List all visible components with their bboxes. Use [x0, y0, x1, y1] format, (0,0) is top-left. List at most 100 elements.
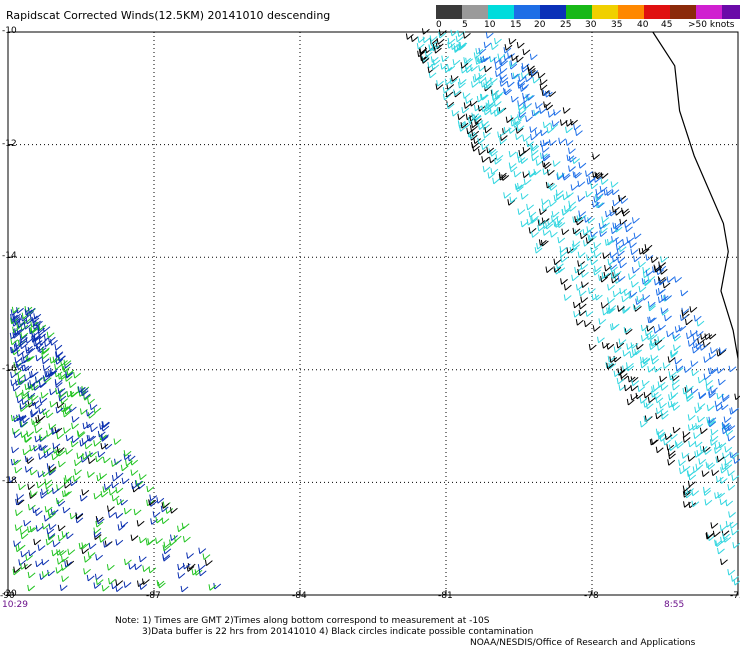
wind-barb: [515, 133, 523, 141]
wind-barb: [586, 178, 595, 185]
wind-barb: [43, 376, 52, 384]
wind-barb: [600, 178, 609, 185]
wind-barb: [182, 562, 191, 570]
wind-barb: [611, 206, 620, 213]
wind-barb: [694, 406, 703, 414]
wind-barb: [15, 498, 23, 506]
wind-barb: [149, 494, 158, 501]
wind-barb: [63, 427, 71, 434]
wind-barb: [204, 559, 213, 567]
wind-barb: [20, 315, 29, 322]
wind-barb: [588, 343, 597, 351]
wind-barb: [138, 555, 147, 563]
wind-barb: [668, 452, 676, 460]
wind-barb: [571, 274, 580, 282]
wind-barb: [708, 391, 716, 399]
wind-barb: [670, 391, 679, 399]
wind-barb: [568, 147, 576, 155]
wind-barb: [721, 427, 730, 435]
wind-barb: [62, 506, 71, 514]
wind-barb: [12, 326, 20, 334]
wind-barb: [716, 367, 725, 374]
wind-barb: [497, 53, 506, 61]
lat-label: -20: [2, 589, 17, 599]
wind-barb: [93, 527, 102, 534]
wind-barb: [610, 181, 619, 188]
wind-barb: [612, 199, 621, 207]
wind-barb: [57, 373, 66, 380]
wind-barb: [667, 401, 676, 408]
wind-barb: [630, 281, 639, 288]
wind-barb: [160, 505, 169, 513]
wind-barb: [12, 568, 21, 576]
legend-label: 15: [510, 20, 522, 30]
wind-barb: [444, 78, 453, 86]
wind-barb: [653, 327, 662, 334]
wind-barb: [133, 508, 142, 516]
wind-barb: [697, 402, 706, 409]
wind-barb: [642, 357, 651, 364]
wind-barb: [20, 550, 29, 558]
wind-barb: [539, 83, 548, 91]
legend-label: 40: [637, 20, 649, 30]
wind-barb: [495, 91, 504, 98]
wind-barb: [542, 121, 551, 129]
wind-barb: [604, 239, 613, 246]
wind-barb: [478, 47, 487, 55]
wind-barb: [662, 281, 671, 289]
wind-barb: [711, 469, 720, 477]
wind-barb: [63, 405, 71, 412]
wind-barb: [687, 480, 696, 488]
wind-barb: [563, 284, 572, 291]
wind-barb: [22, 356, 31, 364]
wind-barb: [47, 533, 56, 541]
wind-barb: [551, 211, 560, 218]
wind-barb: [587, 287, 596, 295]
wind-barb: [666, 276, 675, 283]
wind-barb: [693, 315, 702, 322]
wind-barb: [585, 237, 594, 244]
wind-barb: [690, 330, 698, 337]
wind-barb: [31, 316, 40, 324]
legend-swatch: [592, 5, 618, 19]
wind-barb: [493, 158, 502, 165]
wind-barb: [590, 258, 599, 266]
wind-barb: [674, 276, 682, 283]
wind-barb: [161, 502, 170, 509]
wind-barb: [574, 266, 583, 274]
wind-barb: [722, 533, 731, 540]
wind-barb: [23, 519, 32, 527]
wind-barb: [733, 457, 740, 464]
wind-barb: [645, 254, 654, 261]
wind-barb: [682, 436, 691, 443]
wind-barb: [559, 119, 568, 126]
wind-barb: [422, 36, 431, 44]
wind-barb: [41, 558, 50, 566]
wind-barb: [27, 584, 36, 592]
wind-barb: [542, 229, 551, 236]
wind-barb: [577, 251, 586, 259]
wind-barb: [618, 195, 626, 202]
wind-barb: [539, 152, 548, 160]
wind-barb: [610, 324, 618, 331]
wind-barb: [453, 90, 462, 98]
wind-barb: [515, 127, 524, 134]
wind-barb: [516, 41, 525, 49]
wind-barb: [671, 378, 680, 386]
wind-barb: [17, 373, 26, 380]
wind-barb: [16, 396, 25, 404]
lat-label: -10: [2, 26, 17, 36]
wind-barb: [605, 210, 613, 218]
wind-barb: [460, 122, 469, 129]
wind-barb: [111, 582, 119, 590]
wind-barb: [466, 127, 475, 135]
wind-barb: [537, 225, 546, 232]
wind-barb: [155, 516, 164, 524]
wind-barb: [643, 391, 652, 399]
wind-barb: [675, 364, 684, 372]
wind-barb: [660, 256, 668, 263]
wind-barb: [661, 309, 669, 316]
wind-barb: [647, 316, 656, 324]
wind-barb: [10, 313, 18, 321]
wind-barb: [725, 499, 734, 507]
